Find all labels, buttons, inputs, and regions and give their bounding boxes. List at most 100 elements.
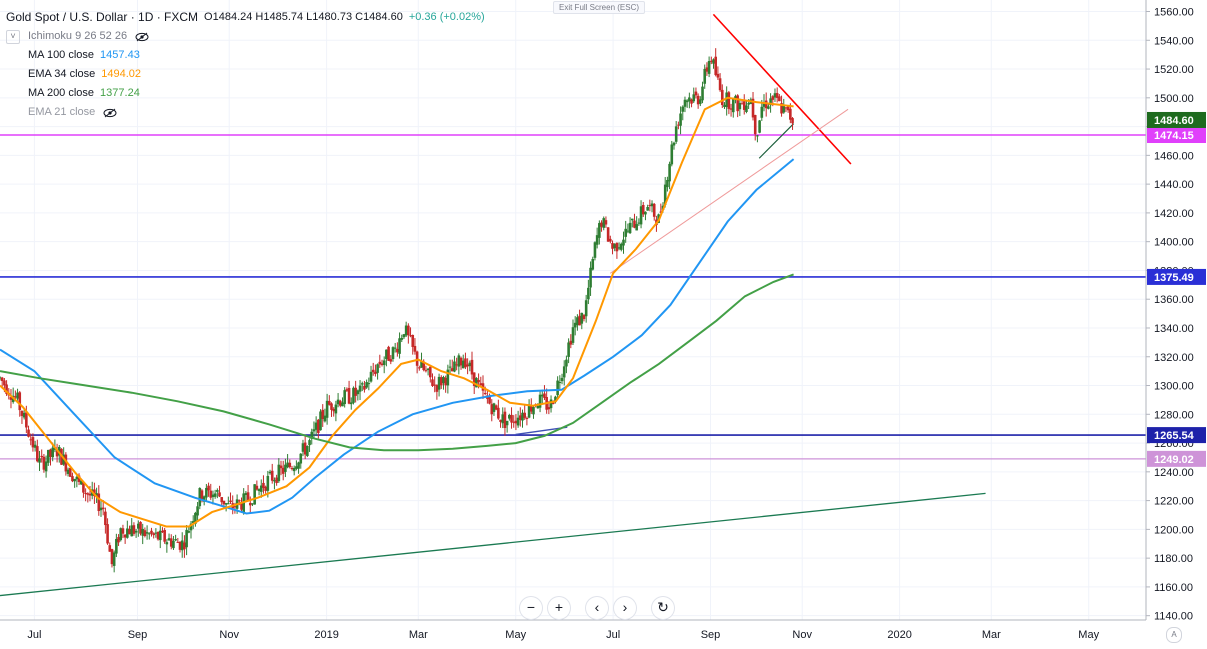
candle-body xyxy=(31,437,35,448)
candle-body xyxy=(646,206,649,211)
zoom-in-button[interactable]: + xyxy=(548,597,570,619)
horizontal-levels xyxy=(0,134,1146,460)
candle-body xyxy=(418,367,421,369)
candle-body xyxy=(108,545,112,552)
y-tick-label: 1400.00 xyxy=(1154,237,1194,249)
candle-body xyxy=(529,405,533,412)
eye-hidden-icon[interactable] xyxy=(135,32,149,42)
price-tag xyxy=(1147,111,1206,128)
candle-body xyxy=(475,378,478,388)
candle-body xyxy=(780,103,783,114)
candle-body xyxy=(426,368,430,370)
candle-body xyxy=(284,464,287,472)
indicator-value: 1494.02 xyxy=(101,68,142,80)
x-tick-label: 2019 xyxy=(314,629,338,641)
candle-body xyxy=(396,348,399,353)
candle-body xyxy=(141,528,145,536)
scroll-left-button[interactable]: ‹ xyxy=(586,597,608,619)
candle-body xyxy=(652,203,656,217)
candle-body xyxy=(310,431,314,439)
x-tick-label: Mar xyxy=(409,629,428,641)
x-tick-label: Jul xyxy=(27,629,41,641)
candle-body xyxy=(145,532,149,534)
zoom-out-button[interactable]: − xyxy=(520,597,542,619)
candle-body xyxy=(560,377,564,382)
candle-body xyxy=(584,300,588,317)
candle-body xyxy=(86,493,90,495)
collapse-legend-icon[interactable]: ˅ xyxy=(6,29,20,44)
candle-body xyxy=(220,497,224,503)
candle-body xyxy=(674,126,678,142)
candle-body xyxy=(110,549,114,565)
candle-body xyxy=(233,506,237,508)
candle-body xyxy=(119,528,123,541)
candle-body xyxy=(154,532,158,534)
candle-body xyxy=(268,471,272,474)
candle-body xyxy=(466,364,469,367)
candle-body xyxy=(68,467,72,477)
candle-body xyxy=(99,507,103,511)
candle-body xyxy=(536,405,540,409)
indicator-ma100[interactable]: MA 100 close 1457.43 xyxy=(6,46,485,65)
candle-body xyxy=(29,439,33,441)
candle-body xyxy=(150,530,153,534)
candle-body xyxy=(626,230,630,232)
symbol-title[interactable]: Gold Spot / U.S. Dollar · 1D · FXCM xyxy=(6,10,199,24)
candle-body xyxy=(672,142,676,146)
candle-body xyxy=(446,369,450,386)
candle-body xyxy=(470,359,474,375)
candle-body xyxy=(738,102,742,110)
y-tick-label: 1160.00 xyxy=(1154,582,1193,594)
candle-body xyxy=(382,360,386,366)
candle-body xyxy=(712,59,715,64)
candle-body xyxy=(295,466,298,469)
candle-body xyxy=(312,429,316,432)
auto-scale-button[interactable]: A xyxy=(1166,627,1182,643)
candle-body xyxy=(49,449,52,457)
candle-body xyxy=(648,205,652,207)
candle-body xyxy=(253,484,256,505)
indicator-ma200[interactable]: MA 200 close 1377.24 xyxy=(6,84,485,103)
candle-body xyxy=(683,99,687,107)
candle-body xyxy=(178,541,182,550)
candle-body xyxy=(338,400,342,406)
candle-body xyxy=(5,384,8,394)
y-tick-label: 1180.00 xyxy=(1154,553,1193,565)
eye-hidden-icon[interactable] xyxy=(103,108,117,118)
candle-body xyxy=(499,419,502,422)
candle-body xyxy=(134,530,138,533)
reset-chart-button[interactable]: ↻ xyxy=(652,597,674,619)
candle-body xyxy=(354,387,357,396)
candle-body xyxy=(512,421,516,423)
indicator-ema21[interactable]: EMA 21 close xyxy=(6,103,485,122)
scroll-right-button[interactable]: › xyxy=(614,597,636,619)
candle-body xyxy=(0,377,4,381)
candle-body xyxy=(450,368,454,372)
candle-body xyxy=(222,500,226,505)
price-tag-label: 1375.49 xyxy=(1154,272,1194,284)
candle-body xyxy=(622,239,625,246)
candle-body xyxy=(75,476,79,480)
candle-body xyxy=(558,382,562,384)
candle-body xyxy=(753,114,757,135)
candle-body xyxy=(336,399,340,405)
candle-body xyxy=(699,99,702,104)
candle-body xyxy=(617,247,621,249)
candle-body xyxy=(477,379,480,383)
candle-body xyxy=(734,96,737,99)
candle-body xyxy=(439,377,443,386)
candle-body xyxy=(751,98,755,118)
indicator-ichimoku[interactable]: ˅ Ichimoku 9 26 52 26 xyxy=(6,27,485,46)
candle-body xyxy=(259,485,263,492)
candle-body xyxy=(740,103,744,105)
candle-body xyxy=(314,422,318,430)
candle-body xyxy=(701,86,704,101)
candle-body xyxy=(380,363,384,365)
candle-body xyxy=(696,95,700,105)
indicator-ema34[interactable]: EMA 34 close 1494.02 xyxy=(6,65,485,84)
exit-fullscreen-button[interactable]: Exit Full Screen (ESC) xyxy=(553,1,646,14)
candle-body xyxy=(93,489,96,497)
price-tag xyxy=(1147,450,1206,467)
candle-body xyxy=(554,396,557,402)
